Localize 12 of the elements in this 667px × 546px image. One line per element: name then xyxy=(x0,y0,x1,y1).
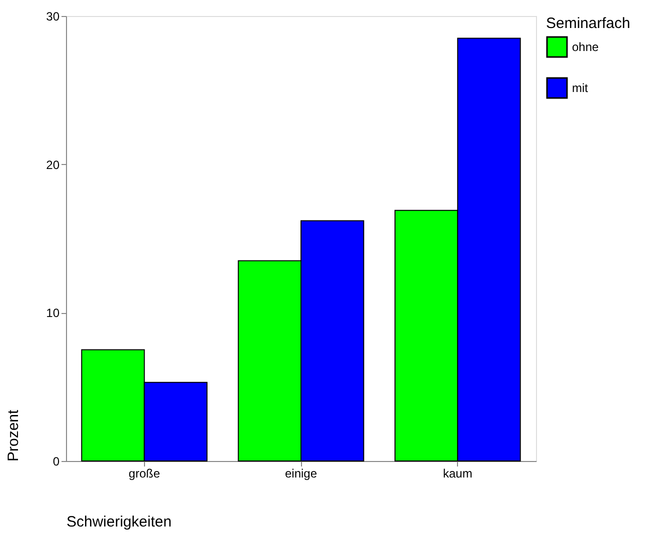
y-tick-label: 0 xyxy=(52,454,60,468)
x-axis-title: Schwierigkeiten xyxy=(66,514,172,530)
x-tick-label: kaum xyxy=(442,466,472,480)
legend-label: ohne xyxy=(572,40,600,54)
y-tick-label: 10 xyxy=(46,306,60,320)
y-tick-label: 30 xyxy=(46,10,60,24)
legend-title: Seminarfach xyxy=(546,15,630,32)
y-axis-title: Prozent xyxy=(5,408,22,462)
legend-label: mit xyxy=(572,81,589,95)
x-tick-label: einige xyxy=(284,466,318,480)
x-tick-label: große xyxy=(128,466,160,480)
y-tick-label: 20 xyxy=(46,158,60,172)
